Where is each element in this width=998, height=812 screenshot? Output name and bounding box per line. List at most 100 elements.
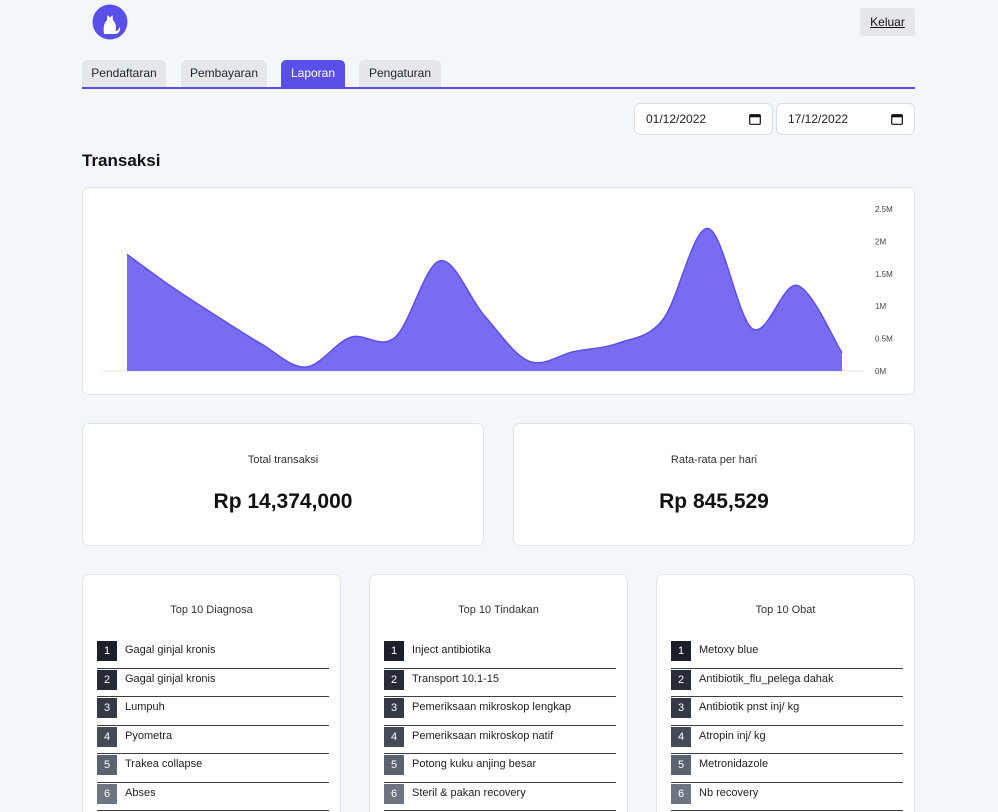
cat-logo-icon[interactable] bbox=[92, 4, 128, 40]
list-item: 6 Abses bbox=[97, 783, 329, 811]
top-obat-title: Top 10 Obat bbox=[755, 604, 816, 616]
main-tabs: Pendaftaran Pembayaran Laporan Pengatura… bbox=[82, 59, 915, 89]
calendar-icon[interactable] bbox=[891, 113, 903, 125]
rank-badge: 2 bbox=[384, 669, 404, 690]
rank-badge: 4 bbox=[97, 726, 117, 747]
list-item-label: Abses bbox=[125, 786, 156, 799]
list-item-label: Gagal ginjal kronis bbox=[125, 672, 216, 685]
list-item-label: Gagal ginjal kronis bbox=[125, 644, 216, 656]
data-point-03/12 bbox=[215, 315, 217, 317]
rank-badge: 5 bbox=[671, 755, 691, 775]
data-point-17/12 bbox=[841, 352, 843, 354]
list-item: 2 Antibiotik_flu_pelega dahak bbox=[671, 669, 903, 697]
list-item: 2 Gagal ginjal kronis bbox=[97, 669, 329, 697]
rank-badge: 3 bbox=[97, 698, 117, 718]
start-date-input[interactable]: 01/12/2022 bbox=[634, 103, 773, 135]
rank-badge: 6 bbox=[97, 783, 117, 804]
data-point-16/12 bbox=[796, 284, 798, 286]
list-item-label: Nb recovery bbox=[699, 786, 759, 799]
rank-badge: 2 bbox=[671, 669, 691, 690]
rank-badge: 2 bbox=[97, 669, 117, 690]
rank-badge: 6 bbox=[384, 783, 404, 804]
list-item: 3 Lumpuh bbox=[97, 697, 329, 726]
list-item-label: Antibiotik_flu_pelega dahak bbox=[699, 672, 834, 685]
tab-pengaturan[interactable]: Pengaturan bbox=[359, 60, 441, 87]
daily-average-value: Rp 845,529 bbox=[659, 490, 769, 513]
top-diagnosa-card: Top 10 Diagnosa 1 Gagal ginjal kronis 2 Gag… bbox=[82, 574, 341, 812]
data-point-05/12 bbox=[305, 366, 307, 368]
transaction-line bbox=[126, 227, 843, 368]
rank-badge: 4 bbox=[671, 726, 691, 747]
list-item: 1 Metoxy blue bbox=[671, 640, 903, 669]
rank-badge: 1 bbox=[97, 641, 117, 661]
y-tick-label: 2.5M bbox=[875, 205, 893, 214]
y-tick-label: 1M bbox=[875, 302, 886, 311]
list-item-label: Inject antibiotika bbox=[412, 644, 491, 656]
y-tick-label: 0M bbox=[875, 367, 886, 376]
tab-laporan[interactable]: Laporan bbox=[281, 60, 345, 87]
data-point-15/12 bbox=[752, 328, 754, 330]
list-item: 5 Trakea collapse bbox=[97, 754, 329, 783]
list-item-label: Lumpuh bbox=[125, 701, 165, 713]
list-item: 5 Metronidazole bbox=[671, 754, 903, 783]
total-transaction-card: Total transaksi Rp 14,374,000 bbox=[82, 423, 484, 546]
end-date-input[interactable]: 17/12/2022 bbox=[776, 103, 915, 135]
logout-button[interactable]: Keluar bbox=[860, 8, 915, 36]
list-item-label: Pemeriksaan mikroskop lengkap bbox=[412, 701, 571, 713]
total-transaction-label: Total transaksi bbox=[247, 454, 319, 466]
y-tick-label: 1.5M bbox=[875, 270, 893, 279]
list-item-label: Pyometra bbox=[125, 729, 173, 742]
list-item: 2 Transport 10.1-15 bbox=[384, 669, 616, 697]
daily-average-label: Rata-rata per hari bbox=[670, 454, 758, 466]
app-header: Keluar bbox=[0, 0, 998, 44]
rank-badge: 5 bbox=[97, 755, 117, 775]
list-item-label: Atropin inj/ kg bbox=[699, 729, 766, 742]
list-item-label: Transport 10.1-15 bbox=[412, 672, 500, 685]
rank-badge: 3 bbox=[671, 698, 691, 718]
data-point-02/12 bbox=[171, 286, 173, 288]
top-diagnosa-title: Top 10 Diagnosa bbox=[170, 604, 253, 616]
list-item: 3 Pemeriksaan mikroskop lengkap bbox=[384, 697, 616, 726]
data-point-06/12 bbox=[349, 336, 351, 338]
rank-badge: 4 bbox=[384, 726, 404, 747]
list-item-label: Metronidazole bbox=[699, 758, 769, 770]
data-point-01/12 bbox=[126, 253, 128, 255]
list-item-label: Trakea collapse bbox=[125, 758, 203, 770]
daily-average-card: Rata-rata per hari Rp 845,529 bbox=[513, 423, 915, 546]
list-item: 4 Atropin inj/ kg bbox=[671, 726, 903, 754]
page-title: Transaksi bbox=[82, 151, 161, 170]
list-item-label: Pemeriksaan mikroskop natif bbox=[412, 729, 554, 742]
top-tindakan-card: Top 10 Tindakan 1 Inject antibiotika 2 Tran… bbox=[369, 574, 628, 812]
y-tick-label: 2M bbox=[875, 237, 886, 246]
list-item: 3 Antibiotik pnst inj/ kg bbox=[671, 697, 903, 726]
tab-pembayaran[interactable]: Pembayaran bbox=[181, 60, 267, 87]
tab-pendaftaran[interactable]: Pendaftaran bbox=[82, 60, 166, 87]
y-tick-label: 0.5M bbox=[875, 335, 893, 344]
data-point-07/12 bbox=[394, 336, 396, 338]
top-tindakan-title: Top 10 Tindakan bbox=[458, 604, 539, 616]
end-date-value: 17/12/2022 bbox=[788, 112, 849, 126]
transaction-area-chart: 0M 0.5M 1M 1.5M 2M 2.5M bbox=[103, 205, 893, 376]
data-point-09/12 bbox=[484, 315, 486, 317]
top-obat-list: 1 Metoxy blue 2 Antibiotik_flu_pelega dahak… bbox=[671, 640, 903, 811]
list-item: 6 Nb recovery bbox=[671, 783, 903, 811]
data-point-08/12 bbox=[439, 260, 441, 262]
total-transaction-value: Rp 14,374,000 bbox=[213, 490, 353, 513]
data-point-10/12 bbox=[528, 360, 530, 362]
rank-badge: 1 bbox=[671, 641, 691, 661]
list-item-label: Potong kuku anjing besar bbox=[412, 758, 537, 770]
transaction-area bbox=[127, 228, 842, 371]
list-item: 4 Pemeriksaan mikroskop natif bbox=[384, 726, 616, 754]
rank-badge: 1 bbox=[384, 641, 404, 661]
top-obat-card: Top 10 Obat 1 Metoxy blue 2 Antibiotik_flu_… bbox=[656, 574, 915, 812]
start-date-value: 01/12/2022 bbox=[646, 112, 707, 126]
list-item: 6 Steril & pakan recovery bbox=[384, 783, 616, 811]
data-point-13/12 bbox=[662, 318, 664, 320]
transaction-chart-card: 0M 0.5M 1M 1.5M 2M 2.5M bbox=[82, 187, 915, 395]
list-item-label: Metoxy blue bbox=[699, 644, 759, 656]
rank-badge: 3 bbox=[384, 698, 404, 718]
rank-badge: 5 bbox=[384, 755, 404, 775]
data-point-12/12 bbox=[618, 342, 620, 344]
data-point-04/12 bbox=[260, 343, 262, 345]
calendar-icon[interactable] bbox=[749, 113, 761, 125]
